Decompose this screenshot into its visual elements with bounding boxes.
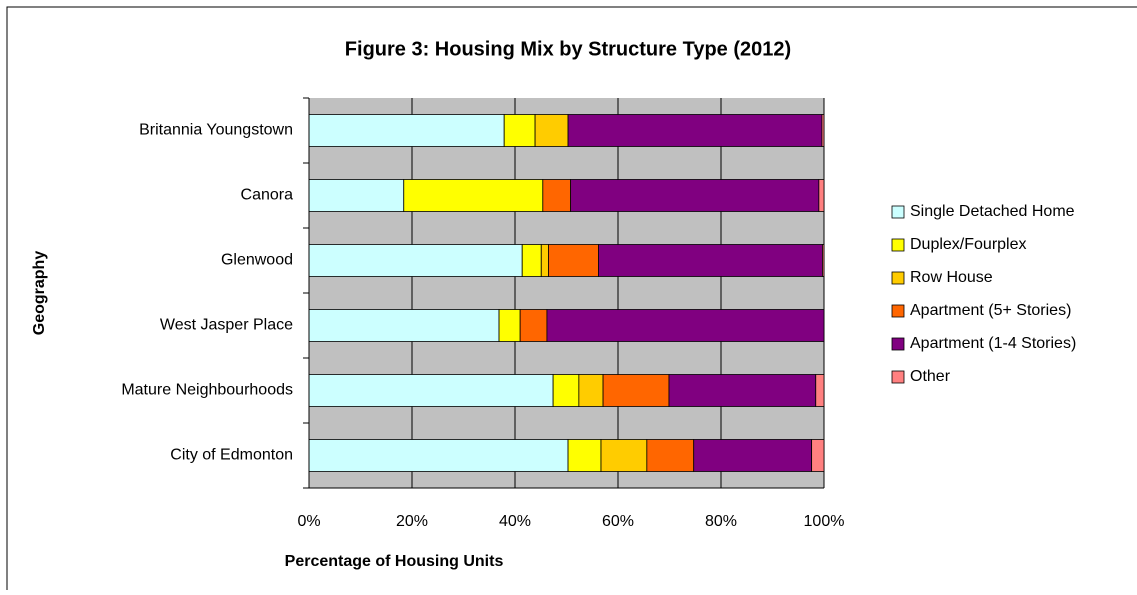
bar-segment xyxy=(308,114,505,147)
bar-segment xyxy=(540,244,549,277)
bar-segment xyxy=(818,179,825,212)
bar-segment xyxy=(567,114,823,147)
bar-segment xyxy=(600,439,648,472)
legend-swatch xyxy=(891,304,905,318)
y-tick-label: Glenwood xyxy=(221,252,293,269)
bar-segment xyxy=(308,374,554,407)
legend-swatch xyxy=(891,238,905,252)
bar-segment xyxy=(308,309,500,342)
x-tick-label: 40% xyxy=(499,513,531,530)
y-axis-title: Geography xyxy=(31,251,48,336)
bar-segment xyxy=(503,114,536,147)
legend-label: Apartment (1-4 Stories) xyxy=(910,335,1076,352)
bar-segment xyxy=(570,179,820,212)
legend-label: Single Detached Home xyxy=(910,203,1075,220)
legend-label: Other xyxy=(910,368,951,385)
x-tick-label: 80% xyxy=(705,513,737,530)
y-tick-label: Britannia Youngstown xyxy=(139,122,293,139)
legend-label: Duplex/Fourplex xyxy=(910,236,1027,253)
y-tick-label: West Jasper Place xyxy=(160,317,293,334)
plot-area xyxy=(309,98,824,488)
x-tick-label: 0% xyxy=(297,513,320,530)
bar-segment xyxy=(308,244,523,277)
x-tick-label: 60% xyxy=(602,513,634,530)
legend-swatch xyxy=(891,337,905,351)
legend-swatch xyxy=(891,370,905,384)
bar-segment xyxy=(693,439,813,472)
bar-segment xyxy=(598,244,823,277)
legend-label: Row House xyxy=(910,269,993,286)
bar-segment xyxy=(822,244,825,277)
bar-segment xyxy=(668,374,817,407)
bar-segment xyxy=(403,179,544,212)
bar-segment xyxy=(815,374,825,407)
y-tick-label: Mature Neighbourhoods xyxy=(121,382,293,399)
bar-segment xyxy=(534,114,569,147)
bar-segment xyxy=(308,179,405,212)
bar-segment xyxy=(546,309,825,342)
bar-segment xyxy=(646,439,695,472)
bar-segment xyxy=(552,374,580,407)
y-tick-label: Canora xyxy=(241,187,294,204)
bar-segment xyxy=(521,244,542,277)
bar-segment xyxy=(519,309,548,342)
bar-segment xyxy=(548,244,599,277)
y-tick-label: City of Edmonton xyxy=(170,447,293,464)
x-axis-title: Percentage of Housing Units xyxy=(285,553,504,570)
bar-segment xyxy=(542,179,572,212)
legend-swatch xyxy=(891,271,905,285)
bar-segment xyxy=(578,374,604,407)
bar-segment xyxy=(821,114,825,147)
bar-segment xyxy=(498,309,521,342)
bar-segment xyxy=(811,439,825,472)
legend-swatch xyxy=(891,205,905,219)
bar-segment xyxy=(567,439,602,472)
legend-label: Apartment (5+ Stories) xyxy=(910,302,1071,319)
chart-title: Figure 3: Housing Mix by Structure Type … xyxy=(345,38,791,60)
bar-segment xyxy=(308,439,569,472)
bar-segment xyxy=(602,374,670,407)
x-tick-label: 100% xyxy=(804,513,845,530)
x-tick-label: 20% xyxy=(396,513,428,530)
